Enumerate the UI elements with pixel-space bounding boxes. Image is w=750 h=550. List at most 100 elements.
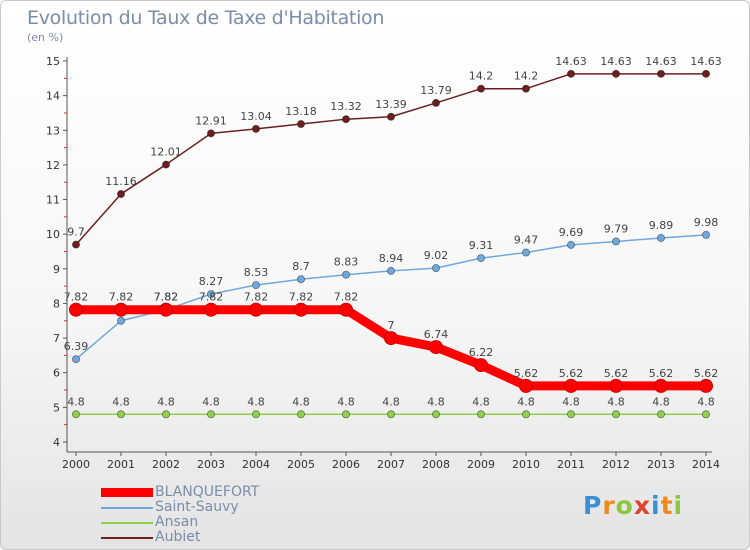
data-point: [612, 237, 621, 246]
data-label: 8.53: [244, 266, 269, 279]
data-label: 8.94: [379, 252, 404, 265]
y-tick-label: 9: [53, 263, 60, 276]
data-label: 6.74: [424, 328, 449, 341]
data-label: 5.62: [604, 367, 629, 380]
x-tick-label: 2001: [107, 458, 135, 471]
data-point: [657, 233, 666, 242]
data-point: [702, 230, 711, 239]
data-label: 7.82: [244, 291, 269, 304]
data-point: [476, 410, 485, 419]
data-label: 13.79: [420, 84, 452, 97]
data-point: [296, 275, 305, 284]
data-point: [702, 69, 711, 78]
y-tick-label: 12: [46, 159, 60, 172]
data-label: 7.82: [109, 291, 134, 304]
data-label: 11.16: [105, 175, 137, 188]
data-point: [161, 160, 170, 169]
data-point: [251, 410, 260, 419]
data-point: [296, 120, 305, 129]
x-tick-label: 2009: [467, 458, 495, 471]
data-label: 14.63: [690, 55, 722, 68]
data-label: 12.91: [195, 114, 227, 127]
data-label: 9.02: [424, 249, 449, 262]
data-point: [612, 69, 621, 78]
data-label: 4.8: [607, 395, 625, 408]
data-label: 9.31: [469, 239, 494, 252]
data-label: 4.8: [562, 395, 580, 408]
legend-label: Aubiet: [155, 529, 201, 545]
data-label: 13.32: [330, 100, 362, 113]
data-point: [296, 410, 305, 419]
data-point: [339, 302, 353, 317]
data-point: [567, 240, 576, 249]
data-label: 14.63: [555, 55, 587, 68]
x-tick-label: 2008: [422, 458, 450, 471]
y-tick-label: 5: [53, 401, 60, 414]
data-label: 7.82: [199, 291, 224, 304]
data-point: [522, 84, 531, 93]
data-point: [294, 302, 308, 317]
x-tick-label: 2013: [647, 458, 675, 471]
y-tick-label: 11: [46, 194, 60, 207]
data-point: [476, 84, 485, 93]
data-point: [206, 410, 215, 419]
data-label: 4.8: [427, 395, 445, 408]
data-label: 12.01: [150, 146, 182, 159]
y-tick-label: 6: [53, 367, 60, 380]
data-label: 6.22: [469, 346, 494, 359]
data-point: [341, 115, 350, 124]
data-label: 4.8: [247, 395, 265, 408]
data-point: [117, 316, 126, 325]
data-point: [206, 290, 215, 299]
data-point: [474, 358, 488, 373]
chart-title: Evolution du Taux de Taxe d'Habitation: [27, 7, 385, 29]
legend-item: Ansan: [101, 515, 259, 530]
legend-swatch: [101, 488, 153, 497]
data-point: [204, 302, 218, 317]
data-label: 5.62: [514, 367, 539, 380]
data-point: [519, 378, 533, 393]
data-label: 7.82: [64, 291, 89, 304]
data-point: [702, 410, 711, 419]
legend-item: Aubiet: [101, 530, 259, 545]
data-label: 14.2: [514, 70, 539, 83]
data-label: 7.82: [154, 291, 179, 304]
legend-item: Saint-Sauvy: [101, 500, 259, 515]
data-point: [72, 410, 81, 419]
data-label: 4.8: [697, 395, 715, 408]
data-label: 7.82: [154, 291, 179, 304]
legend-label: Saint-Sauvy: [155, 499, 239, 515]
data-label: 14.63: [600, 55, 632, 68]
data-label: 14.2: [469, 70, 494, 83]
x-tick-label: 2010: [512, 458, 540, 471]
data-point: [522, 248, 531, 257]
x-tick-label: 2012: [602, 458, 630, 471]
data-label: 8.83: [334, 256, 359, 269]
data-point: [431, 98, 440, 107]
data-point: [69, 302, 83, 317]
y-tick-label: 4: [53, 436, 60, 449]
proxiti-logo: Proxiti: [583, 491, 684, 520]
data-label: 4.8: [652, 395, 670, 408]
legend-item: BLANQUEFORT: [101, 485, 259, 500]
data-label: 7.82: [334, 291, 359, 304]
data-point: [159, 302, 173, 317]
y-tick-label: 10: [46, 228, 60, 241]
data-point: [251, 124, 260, 133]
data-label: 9.89: [649, 219, 674, 232]
data-point: [251, 281, 260, 290]
data-point: [699, 378, 713, 393]
x-tick-label: 2003: [197, 458, 225, 471]
chart-axes: 4 5 6 7 8 9 10 11 12 13 14 15 2000 2001 2002 2003 2004 20…: [46, 55, 720, 471]
data-point: [609, 378, 623, 393]
data-label: 9.98: [694, 216, 719, 229]
data-label: 7: [388, 319, 395, 332]
data-point: [341, 270, 350, 279]
chart-subtitle: (en %): [27, 31, 64, 44]
data-point: [386, 266, 395, 275]
x-tick-label: 2014: [692, 458, 720, 471]
data-label: 13.39: [375, 98, 407, 111]
x-tick-label: 2006: [332, 458, 360, 471]
legend-swatch: [101, 536, 153, 539]
data-label: 5.62: [694, 367, 719, 380]
